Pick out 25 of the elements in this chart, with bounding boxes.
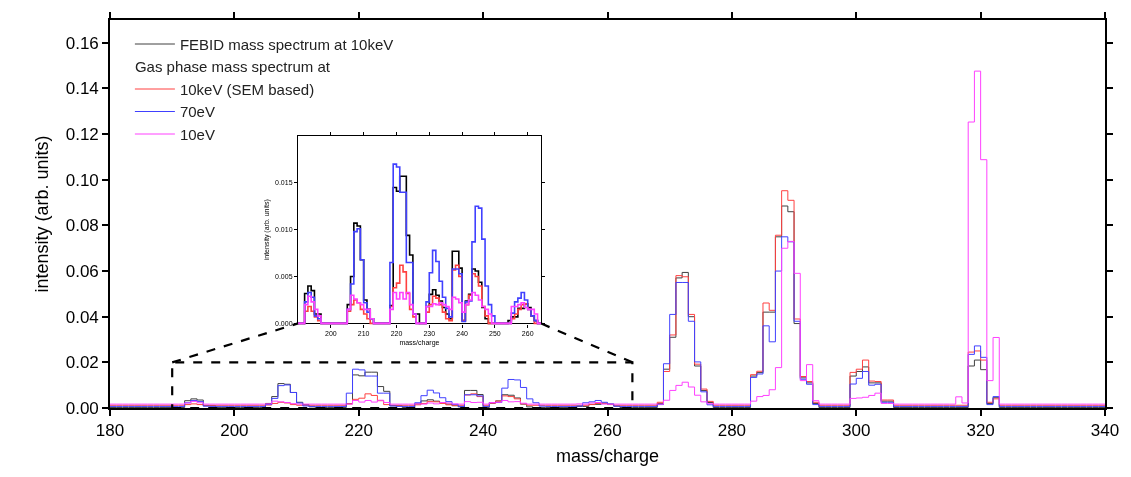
- x-tick-label: 200: [220, 421, 249, 441]
- x-axis-title: mass/charge: [555, 445, 660, 466]
- x-tick-label: 220: [344, 421, 373, 441]
- y-tick-label: 0.08: [65, 216, 99, 236]
- y-tick-label: 0.16: [65, 33, 99, 53]
- y-tick-label: 0.02: [65, 353, 99, 373]
- x-tick-label: 240: [468, 421, 498, 441]
- y-axis-title: intensity (arb. units): [32, 135, 53, 293]
- legend-label: 10keV (SEM based): [179, 80, 315, 98]
- x-tick-label: 280: [717, 421, 747, 441]
- x-tick-label: 260: [593, 421, 622, 441]
- y-tick-label: 0.06: [65, 262, 99, 282]
- y-tick-label: 0.04: [65, 307, 99, 327]
- legend-label: 10eV: [179, 125, 215, 143]
- legend-title: Gas phase mass spectrum at: [134, 58, 331, 76]
- y-tick-label: 0.14: [65, 79, 99, 99]
- y-tick-label: 0.00: [65, 398, 99, 418]
- legend-label: 70eV: [179, 103, 215, 121]
- legend-label: FEBID mass spectrum at 10keV: [179, 35, 394, 53]
- y-tick-label: 0.10: [65, 170, 99, 190]
- x-tick-label: 320: [966, 421, 995, 441]
- x-tick-label: 340: [1090, 421, 1120, 441]
- y-tick-label: 0.12: [65, 125, 99, 145]
- x-tick-label: 180: [95, 421, 125, 441]
- x-tick-label: 300: [842, 421, 871, 441]
